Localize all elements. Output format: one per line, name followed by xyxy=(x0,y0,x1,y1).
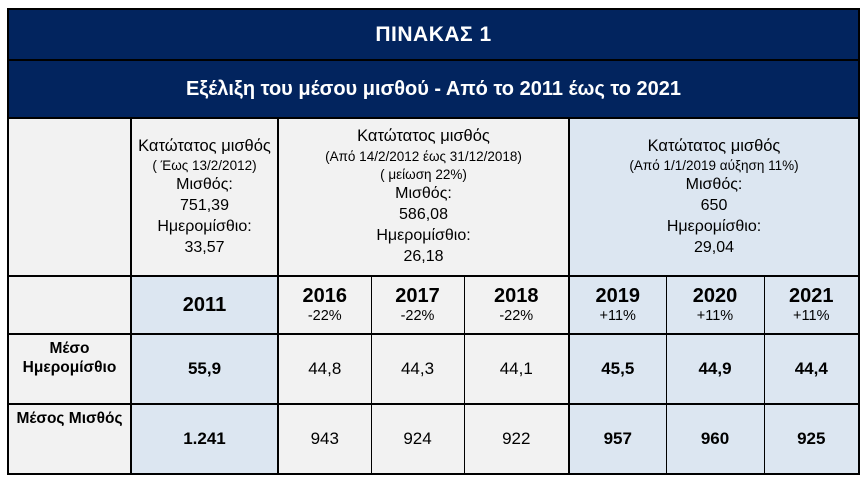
avg-daily-wage-2019: 45,5 xyxy=(568,333,667,405)
change-text: -22% xyxy=(307,308,342,325)
year-text: 2020 xyxy=(692,285,738,308)
table-title: ΠΙΝΑΚΑΣ 1 xyxy=(7,8,860,61)
min-wage-header-2011: Κατώτατος μισθός ( Έως 13/2/2012) Μισθός… xyxy=(130,117,279,277)
daily-wage-label: Ημερομίσθιο: xyxy=(157,217,252,235)
year-text: 2017 xyxy=(395,285,440,308)
year-header-2011: 2011 xyxy=(130,275,279,335)
year-header-2020: 2020 +11% xyxy=(665,275,765,335)
avg-salary-2019: 957 xyxy=(568,403,667,475)
row-average-salary: Μέσος Μισθός 1.241 943 924 922 957 960 9… xyxy=(7,403,861,475)
avg-daily-wage-2017: 44,3 xyxy=(370,333,465,405)
avg-daily-wage-2021: 44,4 xyxy=(763,333,861,405)
table-subtitle: Εξέλιξη του μέσου μισθού - Από το 2011 έ… xyxy=(7,59,860,119)
salary-label: Μισθός: xyxy=(176,176,233,194)
min-wage-header-2012-2018: Κατώτατος μισθός (Από 14/2/2012 έως 31/1… xyxy=(277,117,570,277)
avg-salary-2021: 925 xyxy=(763,403,861,475)
salary-value: 650 xyxy=(700,197,728,215)
year-text: 2018 xyxy=(494,285,539,308)
row-average-daily-wage: Μέσο Ημερομίσθιο 55,9 44,8 44,3 44,1 45,… xyxy=(7,333,861,405)
year-text: 2016 xyxy=(302,285,348,308)
min-wage-title: Κατώτατος μισθός xyxy=(138,136,271,155)
avg-salary-2016: 943 xyxy=(277,403,372,475)
year-text: 2011 xyxy=(182,294,227,316)
year-text: 2021 xyxy=(789,285,834,308)
min-wage-header-2019-2021: Κατώτατος μισθός (Από 1/1/2019 αύξηση 11… xyxy=(567,117,861,277)
salary-value: 751,39 xyxy=(180,197,229,215)
daily-wage-value: 33,57 xyxy=(184,238,225,256)
daily-wage-label: Ημερομίσθιο: xyxy=(666,217,762,235)
avg-salary-2011: 1.241 xyxy=(130,403,279,475)
row-label-average-salary: Μέσος Μισθός xyxy=(7,403,132,475)
salary-label: Μισθός: xyxy=(685,176,743,194)
year-header-2021: 2021 +11% xyxy=(763,275,861,335)
avg-daily-wage-2018: 44,1 xyxy=(463,333,570,405)
change-text: +11% xyxy=(696,308,734,325)
min-wage-note: ( μείωση 22%) xyxy=(380,167,467,183)
year-header-2018: 2018 -22% xyxy=(463,275,570,335)
avg-salary-2017: 924 xyxy=(370,403,465,475)
year-header-2017: 2017 -22% xyxy=(370,275,465,335)
year-header-2016: 2016 -22% xyxy=(277,275,372,335)
daily-wage-label: Ημερομίσθιο: xyxy=(376,226,471,244)
min-wage-period: (Από 14/2/2012 έως 31/12/2018) xyxy=(325,148,522,164)
change-text: +11% xyxy=(599,308,636,325)
min-wage-title: Κατώτατος μισθός xyxy=(647,136,781,155)
min-wage-period: (Από 1/1/2019 αύξηση 11%) xyxy=(629,158,799,174)
avg-daily-wage-2011: 55,9 xyxy=(130,333,279,405)
avg-salary-2020: 960 xyxy=(665,403,765,475)
corner-empty-cell xyxy=(7,117,132,277)
min-wage-period: ( Έως 13/2/2012) xyxy=(152,158,257,174)
change-text: -22% xyxy=(499,308,534,325)
salary-label: Μισθός: xyxy=(395,185,452,203)
salary-evolution-table: ΠΙΝΑΚΑΣ 1 Εξέλιξη του μέσου μισθού - Από… xyxy=(7,8,861,475)
min-wage-title: Κατώτατος μισθός xyxy=(357,127,490,146)
daily-wage-value: 29,04 xyxy=(693,238,735,256)
year-header-2019: 2019 +11% xyxy=(568,275,667,335)
row-label-average-daily-wage: Μέσο Ημερομίσθιο xyxy=(7,333,132,405)
year-label-empty-cell xyxy=(7,275,132,335)
avg-daily-wage-2020: 44,9 xyxy=(665,333,765,405)
salary-value: 586,08 xyxy=(399,206,448,224)
year-text: 2019 xyxy=(595,285,641,308)
avg-daily-wage-2016: 44,8 xyxy=(277,333,372,405)
avg-salary-2018: 922 xyxy=(463,403,570,475)
change-text: +11% xyxy=(793,308,830,325)
change-text: -22% xyxy=(400,308,435,325)
daily-wage-value: 26,18 xyxy=(403,247,444,265)
